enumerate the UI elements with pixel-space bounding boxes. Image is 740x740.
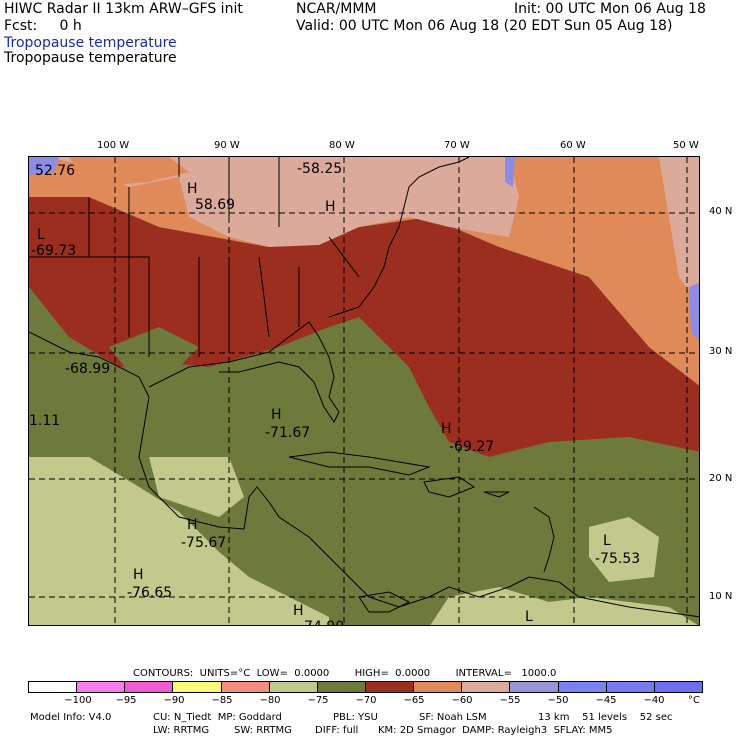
map-label: L bbox=[37, 227, 45, 243]
blue-purple-region bbox=[505, 157, 515, 187]
colorbar-box bbox=[365, 682, 415, 692]
map-label: 1.11 bbox=[29, 413, 60, 429]
lon-label: 50 W bbox=[673, 140, 699, 151]
map-label: L bbox=[603, 533, 611, 549]
blue-purple-region bbox=[29, 157, 59, 175]
shortwave-scheme: SW: RRTMG bbox=[234, 725, 292, 736]
map-label: H bbox=[133, 567, 144, 583]
colorbar-box bbox=[125, 682, 174, 692]
km-damp-sflay: KM: 2D Smagor DAMP: Rayleigh3 SFLAY: MM5 bbox=[378, 725, 613, 736]
light-olive-region bbox=[430, 587, 698, 625]
map-label: H bbox=[187, 181, 198, 197]
colorbar-tick: −45 bbox=[595, 695, 617, 706]
orange-region bbox=[69, 157, 189, 187]
map-label: H bbox=[441, 421, 452, 437]
colorbar-tick: −95 bbox=[115, 695, 137, 706]
colorbar-tick: −50 bbox=[547, 695, 569, 706]
map-label: H bbox=[271, 407, 282, 423]
lon-label: 90 W bbox=[214, 140, 240, 151]
colorbar-box bbox=[654, 682, 702, 692]
cumulus-microphysics: CU: N_Tiedt MP: Goddard bbox=[153, 712, 282, 723]
temperature-map: 52.76 -58.25 H 58.69 H L -69.73 -68.99 1… bbox=[29, 157, 699, 626]
map-label: -74.90 bbox=[299, 619, 344, 626]
model-info: Model Info: V4.0 bbox=[30, 712, 112, 723]
colorbar-tick: −90 bbox=[163, 695, 185, 706]
init-time: Init: 00 UTC Mon 06 Aug 18 bbox=[514, 1, 706, 17]
colorbar-box bbox=[77, 682, 126, 692]
grid-info: 13 km 51 levels 52 sec bbox=[538, 712, 673, 723]
colorbar-tick: −75 bbox=[307, 695, 329, 706]
field-title-contour: Tropopause temperature bbox=[4, 50, 177, 66]
longwave-scheme: LW: RRTMG bbox=[153, 725, 210, 736]
lon-label: 60 W bbox=[560, 140, 586, 151]
colorbar-box bbox=[269, 682, 318, 692]
diffusion-scheme: DIFF: full bbox=[315, 725, 359, 736]
lon-label: 80 W bbox=[329, 140, 355, 151]
colorbar bbox=[28, 681, 703, 693]
colorbar-box bbox=[414, 682, 463, 692]
graticule bbox=[29, 157, 699, 625]
colorbar-box bbox=[558, 682, 607, 692]
colorbar-box bbox=[606, 682, 655, 692]
map-label: -69.27 bbox=[449, 439, 494, 455]
colorbar-unit: °C bbox=[688, 695, 700, 706]
light-olive-region bbox=[149, 457, 244, 517]
light-olive-region bbox=[29, 457, 329, 625]
colorbar-box bbox=[317, 682, 366, 692]
light-olive-region bbox=[589, 517, 659, 582]
forecast-hour: Fcst: 0 h bbox=[4, 18, 82, 34]
colorbar-box bbox=[173, 682, 222, 692]
organization: NCAR/MMM bbox=[296, 1, 377, 17]
map-label: -75.67 bbox=[181, 535, 226, 551]
map-label: 58.69 bbox=[195, 197, 235, 213]
colorbar-box bbox=[462, 682, 511, 692]
lon-label: 100 W bbox=[97, 140, 130, 151]
contour-info: CONTOURS: UNITS=°C LOW= 0.0000 HIGH= 0.0… bbox=[133, 668, 557, 679]
map-label: L bbox=[525, 609, 533, 625]
colorbar-tick: −70 bbox=[355, 695, 377, 706]
lat-label: 30 N bbox=[709, 346, 733, 357]
colorbar-box bbox=[29, 682, 78, 692]
pink-region bbox=[659, 157, 699, 305]
pbl-scheme: PBL: YSU bbox=[333, 712, 378, 723]
map-panel: 52.76 -58.25 H 58.69 H L -69.73 -68.99 1… bbox=[28, 156, 700, 626]
map-label: 52.76 bbox=[35, 163, 75, 179]
map-label: -58.25 bbox=[297, 161, 342, 177]
pink-region bbox=[49, 157, 519, 247]
field-title-shaded: Tropopause temperature bbox=[4, 35, 177, 51]
coastlines bbox=[29, 157, 699, 618]
model-title: HIWC Radar II 13km ARW–GFS init bbox=[4, 1, 243, 17]
colorbar-tick: −65 bbox=[403, 695, 425, 706]
colorbar-tick: −40 bbox=[643, 695, 665, 706]
colorbar-tick: −100 bbox=[64, 695, 92, 706]
valid-time: Valid: 00 UTC Mon 06 Aug 18 (20 EDT Sun … bbox=[296, 18, 673, 34]
blue-purple-region bbox=[689, 282, 699, 340]
map-label: -68.99 bbox=[65, 361, 110, 377]
map-label: -75.53 bbox=[595, 551, 640, 567]
map-label: -76.65 bbox=[127, 585, 172, 601]
map-label: H bbox=[325, 199, 336, 215]
lon-label: 70 W bbox=[444, 140, 470, 151]
colorbar-tick: −60 bbox=[451, 695, 473, 706]
map-label: -69.73 bbox=[31, 243, 76, 259]
colorbar-tick: −80 bbox=[259, 695, 281, 706]
colorbar-tick: −55 bbox=[499, 695, 521, 706]
map-label: -71.67 bbox=[265, 425, 310, 441]
map-label-group: 52.76 -58.25 H 58.69 H L -69.73 -68.99 1… bbox=[29, 161, 640, 626]
lat-label: 10 N bbox=[709, 591, 733, 602]
colorbar-tick: −85 bbox=[211, 695, 233, 706]
map-label: H bbox=[187, 517, 198, 533]
lat-label: 40 N bbox=[709, 206, 733, 217]
dark-red-region bbox=[29, 197, 699, 457]
lat-label: 20 N bbox=[709, 473, 733, 484]
map-label: H bbox=[293, 603, 304, 619]
olive-pocket bbox=[109, 327, 199, 372]
surface-scheme: SF: Noah LSM bbox=[419, 712, 487, 723]
colorbar-box bbox=[510, 682, 559, 692]
colorbar-box bbox=[221, 682, 270, 692]
